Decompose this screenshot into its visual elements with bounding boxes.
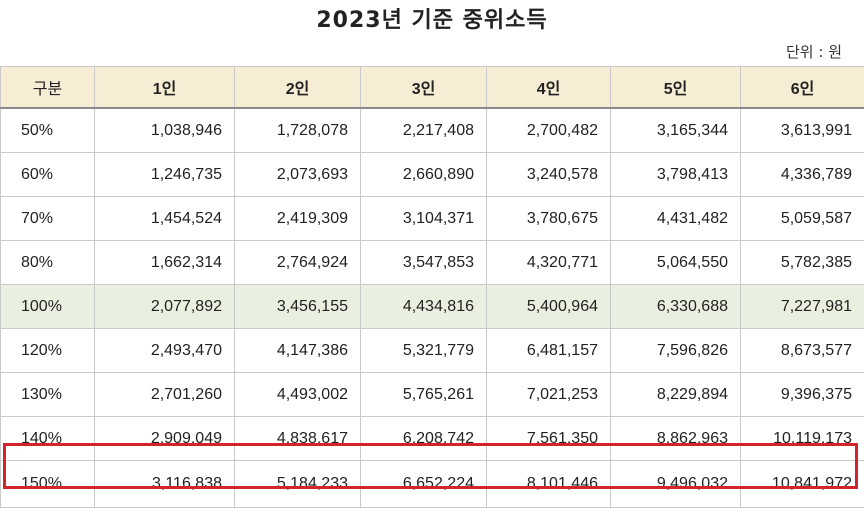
table-cell: 3,547,853 <box>361 241 487 285</box>
table-cell: 4,493,002 <box>235 373 361 417</box>
table-cell: 2,077,892 <box>95 285 235 329</box>
table-cell: 4,434,816 <box>361 285 487 329</box>
row-label: 130% <box>1 373 95 417</box>
table-cell: 5,059,587 <box>741 197 864 241</box>
table-cell: 3,165,344 <box>611 108 741 153</box>
header-category: 구분 <box>1 67 95 109</box>
table-row: 130% 2,701,260 4,493,002 5,765,261 7,021… <box>1 373 864 417</box>
table-cell: 8,101,446 <box>487 461 611 508</box>
table-cell: 8,229,894 <box>611 373 741 417</box>
table-cell: 9,496,032 <box>611 461 741 508</box>
table-cell: 5,765,261 <box>361 373 487 417</box>
row-label: 150% <box>1 461 95 508</box>
header-6-person: 6인 <box>741 67 864 109</box>
header-row: 구분 1인 2인 3인 4인 5인 6인 <box>1 67 864 109</box>
table-row: 140% 2,909,049 4,838,617 6,208,742 7,561… <box>1 417 864 461</box>
table-cell: 5,400,964 <box>487 285 611 329</box>
page-title: 2023년 기준 중위소득 <box>0 2 864 34</box>
table-cell: 3,780,675 <box>487 197 611 241</box>
table-cell: 4,431,482 <box>611 197 741 241</box>
table-cell: 10,119,173 <box>741 417 864 461</box>
table-cell: 4,147,386 <box>235 329 361 373</box>
table-cell: 7,227,981 <box>741 285 864 329</box>
table-cell: 7,561,350 <box>487 417 611 461</box>
table-cell: 2,493,470 <box>95 329 235 373</box>
row-label: 80% <box>1 241 95 285</box>
header-3-person: 3인 <box>361 67 487 109</box>
table-row: 80% 1,662,314 2,764,924 3,547,853 4,320,… <box>1 241 864 285</box>
table-cell: 10,841,972 <box>741 461 864 508</box>
table-cell: 5,184,233 <box>235 461 361 508</box>
table-cell: 6,652,224 <box>361 461 487 508</box>
table-cell: 2,419,309 <box>235 197 361 241</box>
header-1-person: 1인 <box>95 67 235 109</box>
header-4-person: 4인 <box>487 67 611 109</box>
table-cell: 2,909,049 <box>95 417 235 461</box>
table-cell: 2,073,693 <box>235 153 361 197</box>
table-cell: 1,454,524 <box>95 197 235 241</box>
table-row: 70% 1,454,524 2,419,309 3,104,371 3,780,… <box>1 197 864 241</box>
row-label: 70% <box>1 197 95 241</box>
table-cell: 5,064,550 <box>611 241 741 285</box>
row-label: 100% <box>1 285 95 329</box>
table-cell: 4,838,617 <box>235 417 361 461</box>
table-row-boxed: 150% 3,116,838 5,184,233 6,652,224 8,101… <box>1 461 864 508</box>
table-row: 60% 1,246,735 2,073,693 2,660,890 3,240,… <box>1 153 864 197</box>
table-cell: 1,246,735 <box>95 153 235 197</box>
table-cell: 8,673,577 <box>741 329 864 373</box>
table-cell: 6,208,742 <box>361 417 487 461</box>
table-row: 50% 1,038,946 1,728,078 2,217,408 2,700,… <box>1 108 864 153</box>
header-2-person: 2인 <box>235 67 361 109</box>
table-cell: 3,798,413 <box>611 153 741 197</box>
table-cell: 3,613,991 <box>741 108 864 153</box>
header-5-person: 5인 <box>611 67 741 109</box>
row-label: 120% <box>1 329 95 373</box>
table-cell: 2,764,924 <box>235 241 361 285</box>
table-cell: 2,700,482 <box>487 108 611 153</box>
row-label: 60% <box>1 153 95 197</box>
table-cell: 4,336,789 <box>741 153 864 197</box>
median-income-table: 구분 1인 2인 3인 4인 5인 6인 50% 1,038,946 1,728… <box>0 66 864 508</box>
table-cell: 2,660,890 <box>361 153 487 197</box>
table-cell: 2,217,408 <box>361 108 487 153</box>
table-cell: 7,596,826 <box>611 329 741 373</box>
table-cell: 4,320,771 <box>487 241 611 285</box>
table-cell: 2,701,260 <box>95 373 235 417</box>
table-row: 120% 2,493,470 4,147,386 5,321,779 6,481… <box>1 329 864 373</box>
table-cell: 1,728,078 <box>235 108 361 153</box>
table-cell: 3,240,578 <box>487 153 611 197</box>
unit-label: 단위 : 원 <box>786 41 842 62</box>
table-cell: 3,456,155 <box>235 285 361 329</box>
table-cell: 3,104,371 <box>361 197 487 241</box>
table-cell: 9,396,375 <box>741 373 864 417</box>
table-row-highlighted: 100% 2,077,892 3,456,155 4,434,816 5,400… <box>1 285 864 329</box>
table-cell: 7,021,253 <box>487 373 611 417</box>
table-cell: 3,116,838 <box>95 461 235 508</box>
table-cell: 1,038,946 <box>95 108 235 153</box>
table-cell: 8,862,963 <box>611 417 741 461</box>
table-cell: 6,481,157 <box>487 329 611 373</box>
row-label: 140% <box>1 417 95 461</box>
row-label: 50% <box>1 108 95 153</box>
table-cell: 5,782,385 <box>741 241 864 285</box>
table-cell: 1,662,314 <box>95 241 235 285</box>
table-cell: 6,330,688 <box>611 285 741 329</box>
table-cell: 5,321,779 <box>361 329 487 373</box>
